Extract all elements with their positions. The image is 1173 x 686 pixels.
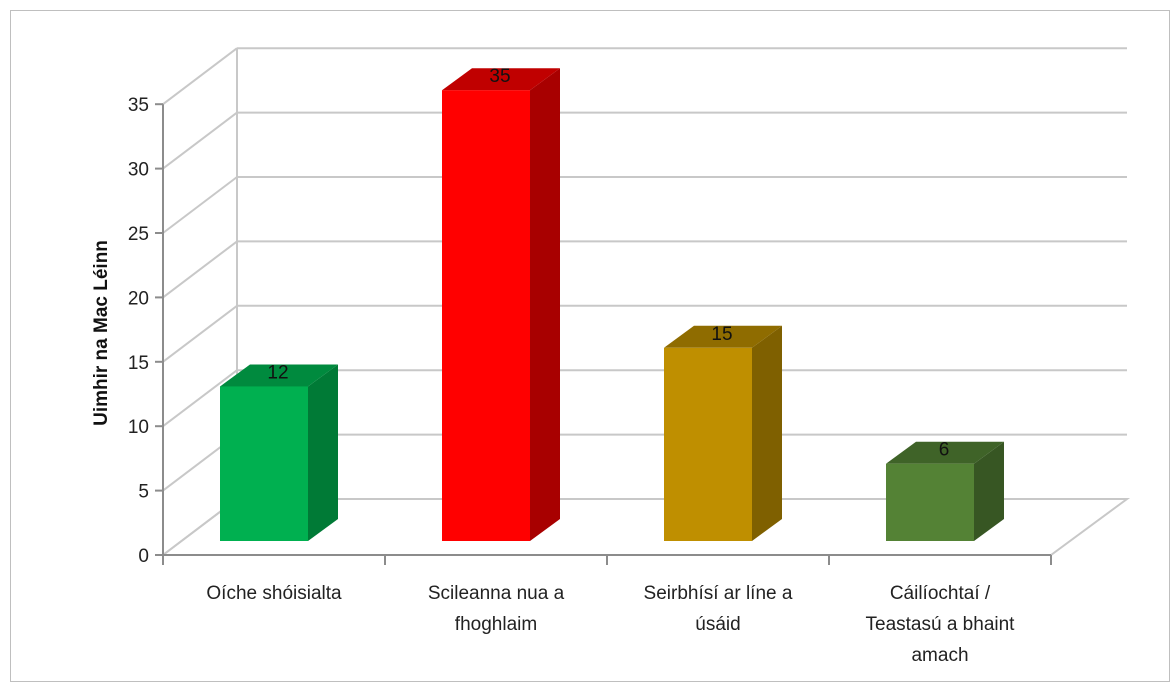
data-label: 12 bbox=[267, 362, 288, 383]
bar-3 bbox=[664, 325, 782, 541]
bar-side bbox=[308, 364, 338, 541]
y-tick-label: 30 bbox=[128, 160, 149, 181]
bar-side bbox=[752, 325, 782, 541]
x-category-label: Cáilíochtaí / Teastasú a bhaint amach bbox=[866, 583, 1016, 666]
gridline-side bbox=[162, 111, 238, 170]
y-tick-label: 25 bbox=[128, 224, 149, 245]
gridline-side bbox=[162, 305, 238, 363]
bar-front bbox=[664, 347, 752, 541]
y-tick-label: 20 bbox=[128, 288, 149, 309]
bars bbox=[220, 68, 1004, 541]
y-tick-label: 5 bbox=[138, 482, 149, 503]
bar-4 bbox=[886, 441, 1004, 541]
y-axis-title: Uimhir na Mac Léinn bbox=[91, 240, 112, 426]
gridline-side bbox=[162, 47, 238, 105]
bar-side bbox=[974, 441, 1004, 541]
data-label: 6 bbox=[939, 440, 950, 461]
y-tick-label: 15 bbox=[128, 353, 149, 374]
bar-top bbox=[442, 68, 560, 91]
x-category-label: Scileanna nua a fhoghlaim bbox=[428, 583, 565, 635]
x-category-label: Seirbhísí ar líne a úsáid bbox=[644, 583, 793, 635]
bar-side bbox=[530, 68, 560, 541]
chart-frame: 0 5 10 15 20 25 30 35 12 Oíche shóisialta 35 Scilea… bbox=[10, 10, 1170, 682]
bar-chart: 0 5 10 15 20 25 30 35 12 Oíche shóisialta 35 Scilea… bbox=[91, 47, 1131, 666]
x-category-label: Oíche shóisialta bbox=[206, 583, 342, 604]
y-tick-label: 10 bbox=[128, 417, 149, 438]
bar-top bbox=[220, 364, 338, 387]
data-label: 35 bbox=[489, 66, 510, 87]
bar-top bbox=[886, 441, 1004, 464]
y-tick-label: 35 bbox=[128, 95, 149, 116]
bar-1 bbox=[220, 364, 338, 541]
gridline-side bbox=[162, 240, 238, 299]
bar-top bbox=[664, 325, 782, 348]
bar-front bbox=[886, 463, 974, 541]
gridline-side bbox=[162, 369, 238, 427]
y-tick-label: 0 bbox=[138, 546, 149, 567]
bar-2 bbox=[442, 68, 560, 541]
bar-front bbox=[220, 386, 308, 541]
data-label: 15 bbox=[711, 324, 732, 345]
gridline-side bbox=[162, 176, 238, 234]
labels: 0 5 10 15 20 25 30 35 12 Oíche shóisialta 35 Scilea… bbox=[128, 66, 1015, 666]
axes bbox=[155, 103, 1052, 565]
bar-front bbox=[442, 90, 530, 541]
